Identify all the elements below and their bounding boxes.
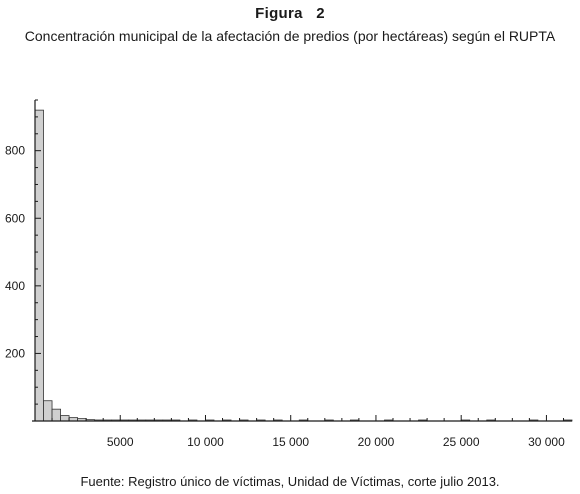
histogram-bar [43,400,53,422]
axes-layer: 200 400 600 800 5000 10 000 15 000 20 000 25 000… [5,99,572,449]
figure-label: Figura 2 [255,5,325,22]
histogram-bar [60,415,70,422]
x-tick-label: 15 000 [272,435,309,449]
y-tick-label: 600 [5,211,25,225]
y-tick-label: 200 [5,346,25,360]
x-tick-label: 25 000 [443,435,480,449]
x-tick-label: 20 000 [358,435,395,449]
y-tick-label: 400 [5,279,25,293]
x-tick-label: 10 000 [187,435,224,449]
histogram-bar [34,109,44,422]
bars-layer [34,109,573,422]
figure-title: Concentración municipal de la afectación… [24,28,556,44]
x-tick-label: 30 000 [528,435,565,449]
y-tick-label: 800 [5,144,25,158]
x-tick-label: 5000 [107,435,134,449]
histogram-bar [51,408,61,422]
figure-source: Fuente: Registro único de víctimas, Unid… [80,474,500,489]
